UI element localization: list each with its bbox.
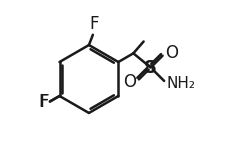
Text: S: S	[144, 59, 157, 76]
Text: O: O	[165, 44, 178, 62]
Text: NH₂: NH₂	[166, 76, 195, 91]
Text: O: O	[123, 73, 135, 91]
Text: F: F	[39, 93, 48, 110]
Text: F: F	[39, 93, 49, 110]
Text: F: F	[89, 15, 98, 33]
